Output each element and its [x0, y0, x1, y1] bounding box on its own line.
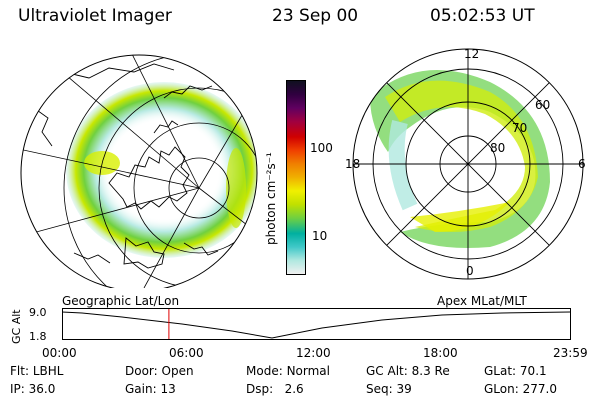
- mlat-label-70: 70: [512, 121, 528, 135]
- alt-xtick-4: 23:59: [553, 346, 588, 360]
- mlat-label-80: 80: [490, 141, 506, 155]
- alt-ylabel: GC Alt: [10, 309, 23, 344]
- colorbar-tick-100: 100: [310, 141, 333, 155]
- auroral-oval-geo: [66, 82, 257, 258]
- altitude-curve: [62, 311, 571, 339]
- apex-grid: [353, 49, 583, 279]
- date-label: 23 Sep 00: [272, 6, 359, 26]
- mlt-label-0: 0: [466, 264, 474, 278]
- apex-map: [352, 48, 584, 280]
- alt-xtick-3: 18:00: [423, 346, 458, 360]
- footer-mode: Mode: Normal: [246, 364, 330, 378]
- footer-glon: GLon: 277.0: [484, 382, 557, 396]
- footer-ip: IP: 36.0: [10, 382, 56, 396]
- alt-xtick-2: 12:00: [296, 346, 331, 360]
- colorbar-unit-label: photon cm⁻²s⁻¹: [264, 152, 278, 245]
- mlat-label-60: 60: [535, 98, 551, 112]
- footer-dsp: Dsp: 2.6: [246, 382, 304, 396]
- alt-ytick-1-8: 1.8: [29, 330, 47, 343]
- mlt-label-6: 6: [578, 157, 586, 171]
- colorbar-tick-10: 10: [312, 229, 328, 243]
- altitude-plot: [62, 308, 571, 340]
- footer-glat: GLat: 70.1: [484, 364, 547, 378]
- footer-seq: Seq: 39: [366, 382, 412, 396]
- footer-gc-alt: GC Alt: 8.3 Re: [366, 364, 450, 378]
- apex-map-label: Apex MLat/MLT: [437, 294, 527, 308]
- alt-xtick-1: 06:00: [169, 346, 204, 360]
- mlt-label-18: 18: [345, 157, 361, 171]
- time-label: 05:02:53 UT: [430, 6, 535, 26]
- geo-map-label: Geographic Lat/Lon: [62, 294, 180, 308]
- footer-door: Door: Open: [125, 364, 194, 378]
- mlt-label-12: 12: [464, 47, 480, 61]
- alt-xtick-0: 00:00: [42, 346, 77, 360]
- footer-flt: Flt: LBHL: [10, 364, 64, 378]
- footer-gain: Gain: 13: [125, 382, 176, 396]
- geographic-map: [20, 54, 258, 288]
- colorbar: [286, 80, 306, 275]
- alt-ytick-9: 9.0: [29, 306, 47, 319]
- instrument-title: Ultraviolet Imager: [18, 6, 172, 26]
